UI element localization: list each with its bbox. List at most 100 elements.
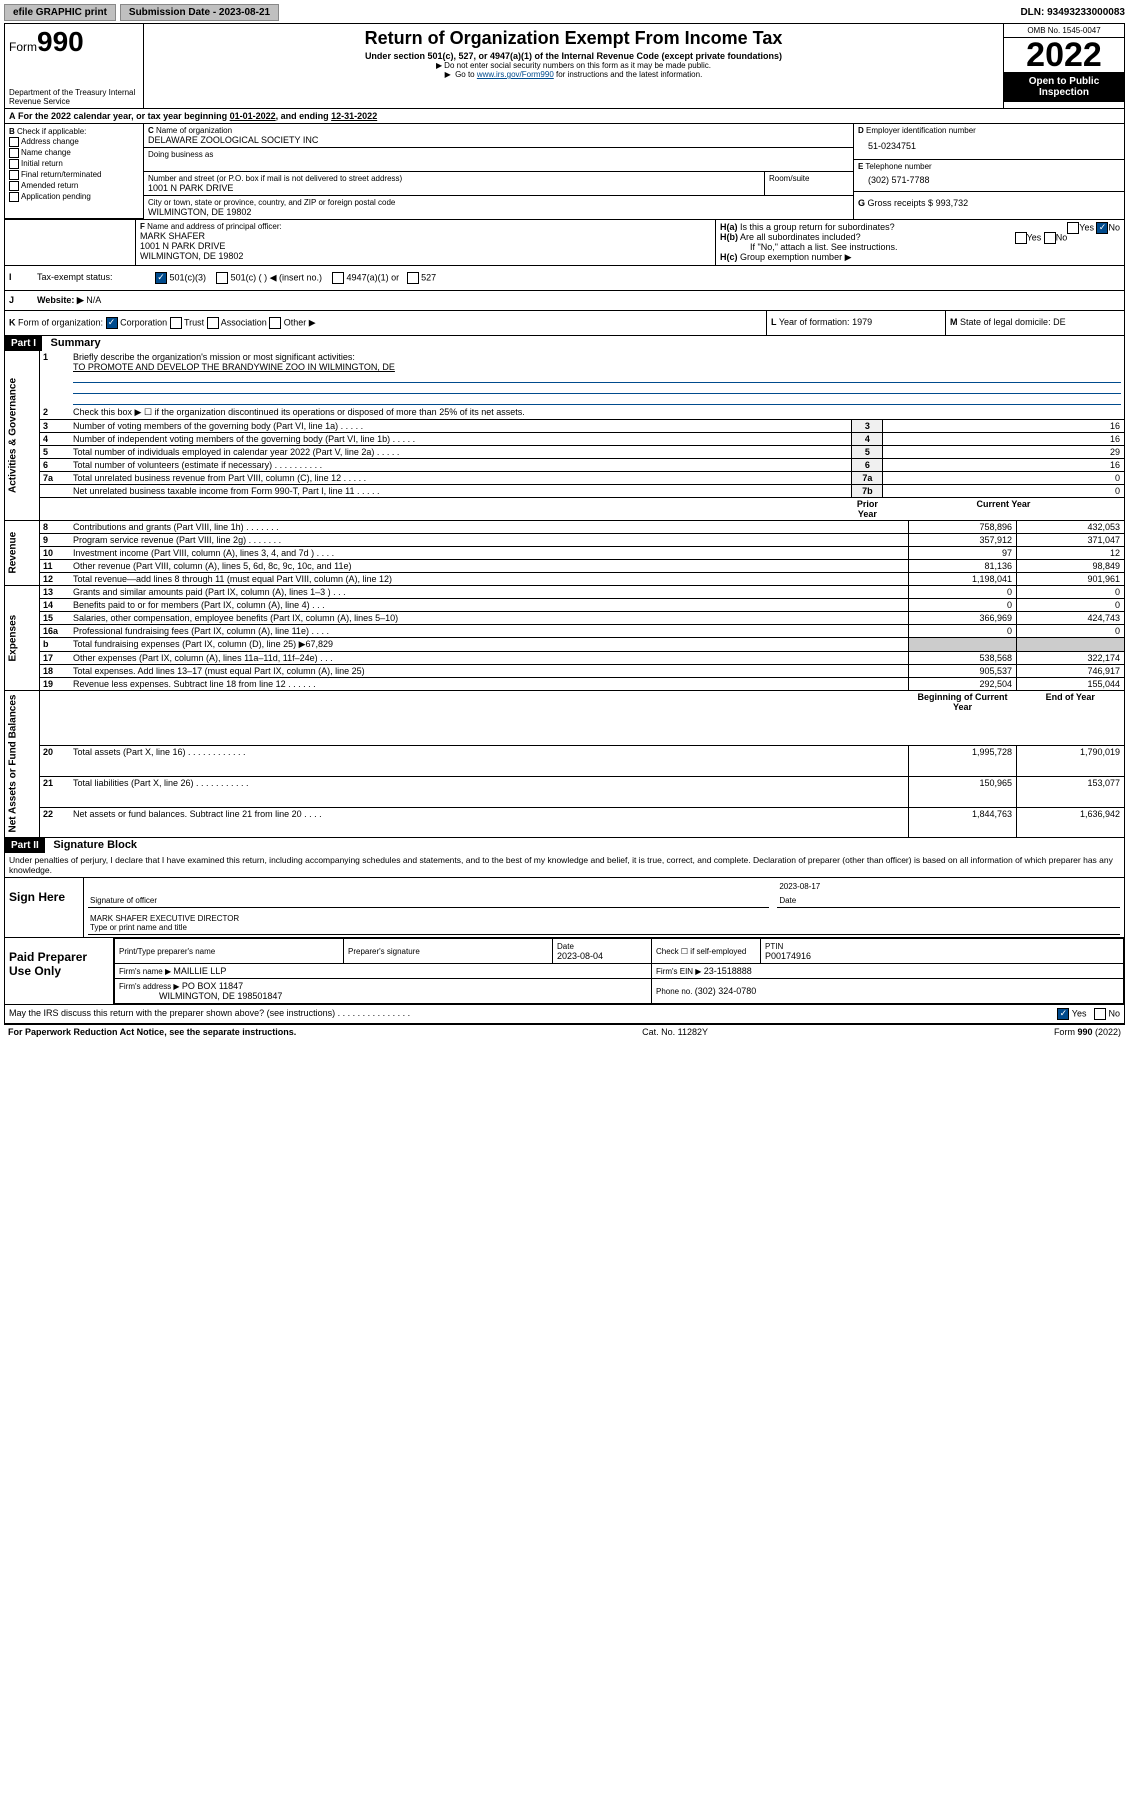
col-prior: Prior Year — [852, 498, 883, 521]
e13-p: 0 — [909, 586, 1017, 599]
e13-c: 0 — [1017, 586, 1125, 599]
e18-p: 905,537 — [909, 665, 1017, 678]
footer-formno: 990 — [1077, 1027, 1092, 1037]
prep-date-lbl: Date — [557, 942, 574, 951]
i-501c: 501(c) ( ) ◀ (insert no.) — [231, 272, 322, 282]
goto-post: for instructions and the latest informat… — [554, 70, 703, 79]
note-goto: Go to www.irs.gov/Form990 for instructio… — [150, 70, 997, 79]
sig-date: 2023-08-17 — [779, 882, 1118, 896]
r11-c: 98,849 — [1017, 560, 1125, 573]
subdate-val: 2023-08-21 — [219, 7, 270, 18]
e14-c: 0 — [1017, 599, 1125, 612]
i-label: Tax-exempt status: — [33, 266, 151, 290]
gross-receipts: 993,732 — [936, 198, 969, 208]
b-opt-0: Address change — [21, 137, 79, 146]
r9-c: 371,047 — [1017, 534, 1125, 547]
b-opt-1: Name change — [21, 148, 71, 157]
type-name-label: Type or print name and title — [90, 923, 187, 932]
g-label: Gross receipts $ — [868, 198, 936, 208]
col-end: End of Year — [1017, 691, 1125, 746]
street-addr: 1001 N PARK DRIVE — [148, 183, 760, 193]
ptin: P00174916 — [765, 951, 811, 961]
org-name: DELAWARE ZOOLOGICAL SOCIETY INC — [148, 135, 849, 145]
paperwork-notice: For Paperwork Reduction Act Notice, see … — [8, 1027, 296, 1037]
a-mid: , and ending — [276, 111, 332, 121]
l3-n: 3 — [852, 420, 883, 433]
telephone: (302) 571-7788 — [858, 171, 1120, 189]
ha-no: No — [1108, 222, 1120, 232]
l6-t: Total number of volunteers (estimate if … — [70, 459, 852, 472]
k-label: Form of organization: — [18, 317, 103, 327]
line-j: J Website: ▶ N/A — [5, 291, 1124, 311]
l5-n: 5 — [852, 446, 883, 459]
e16a-p: 0 — [909, 625, 1017, 638]
l3-t: Number of voting members of the governin… — [70, 420, 852, 433]
q1-answer: TO PROMOTE AND DEVELOP THE BRANDYWINE ZO… — [73, 362, 395, 372]
phone-lbl: Phone no. — [656, 987, 695, 996]
b-opt-4: Amended return — [21, 181, 78, 190]
l7b-v: 0 — [883, 485, 1124, 498]
part1-title: Summary — [45, 335, 107, 351]
part1: Part I Summary — [5, 336, 1124, 351]
dln-val: 93493233000083 — [1047, 7, 1125, 18]
perjury-decl: Under penalties of perjury, I declare th… — [5, 853, 1124, 877]
e19-p: 292,504 — [909, 678, 1017, 691]
side-rev: Revenue — [5, 521, 40, 586]
b-opt-3: Final return/terminated — [21, 170, 101, 179]
header-mid: Return of Organization Exempt From Incom… — [144, 24, 1003, 108]
e19-c: 155,044 — [1017, 678, 1125, 691]
irs-link[interactable]: www.irs.gov/Form990 — [477, 70, 554, 79]
firm-ein-lbl: Firm's EIN ▶ — [656, 967, 704, 976]
efile-btn[interactable]: efile GRAPHIC print — [4, 4, 116, 21]
officer-name: MARK SHAFER — [140, 231, 711, 241]
subdate-btn[interactable]: Submission Date - 2023-08-21 — [120, 4, 279, 21]
l7b-t: Net unrelated business taxable income fr… — [70, 485, 852, 498]
may-irs-q: May the IRS discuss this return with the… — [9, 1008, 1057, 1020]
domicile: DE — [1053, 317, 1066, 327]
form-990: Form990 Department of the Treasury Inter… — [4, 23, 1125, 1024]
l7a-t: Total unrelated business revenue from Pa… — [70, 472, 852, 485]
summary-table: Activities & Governance 1 Briefly descri… — [5, 351, 1124, 520]
form-prefix: Form — [9, 40, 37, 54]
dln: DLN: 93493233000083 — [1020, 7, 1125, 18]
sign-here-label: Sign Here — [5, 878, 84, 937]
e-label: Telephone number — [865, 162, 931, 171]
tax-year: 2022 — [1004, 38, 1124, 72]
form-no: 990 — [37, 26, 84, 57]
e15-p: 366,969 — [909, 612, 1017, 625]
col-begin: Beginning of Current Year — [909, 691, 1017, 746]
n20-c: 1,790,019 — [1017, 745, 1125, 776]
l7a-n: 7a — [852, 472, 883, 485]
e18-c: 746,917 — [1017, 665, 1125, 678]
k-other: Other ▶ — [284, 317, 316, 327]
part2: Part II Signature Block — [5, 837, 1124, 853]
line-klm: K Form of organization: Corporation Trus… — [5, 311, 1124, 336]
hb-no: No — [1056, 232, 1068, 242]
may-yes: Yes — [1072, 1008, 1087, 1018]
i-527: 527 — [421, 272, 436, 282]
e14-t: Benefits paid to or for members (Part IX… — [70, 599, 909, 612]
r8-t: Contributions and grants (Part VIII, lin… — [70, 521, 909, 534]
e17-t: Other expenses (Part IX, column (A), lin… — [70, 652, 909, 665]
col-b: B Check if applicable: Address change Na… — [5, 124, 144, 219]
n22-c: 1,636,942 — [1017, 807, 1125, 837]
firm-name-lbl: Firm's name ▶ — [119, 967, 173, 976]
a-text: For the 2022 calendar year, or tax year … — [18, 111, 230, 121]
sig-block: Under penalties of perjury, I declare th… — [5, 853, 1124, 1023]
ha-yes: Yes — [1079, 222, 1094, 232]
n20-t: Total assets (Part X, line 16) . . . . .… — [70, 745, 909, 776]
l4-v: 16 — [883, 433, 1124, 446]
firm-name: MAILLIE LLP — [173, 966, 226, 976]
e15-c: 424,743 — [1017, 612, 1125, 625]
sig-officer-label: Signature of officer — [90, 896, 157, 905]
b-label: Check if applicable: — [17, 127, 86, 136]
revenue-table: Revenue 8Contributions and grants (Part … — [5, 520, 1124, 585]
note-ssn: Do not enter social security numbers on … — [150, 61, 997, 70]
self-employed: Check ☐ if self-employed — [652, 939, 761, 964]
col-c: C Name of organization DELAWARE ZOOLOGIC… — [144, 124, 853, 219]
r8-p: 758,896 — [909, 521, 1017, 534]
firm-phone: (302) 324-0780 — [695, 986, 757, 996]
ha-q: Is this a group return for subordinates? — [740, 222, 895, 232]
section-bcdeg: B Check if applicable: Address change Na… — [5, 124, 1124, 219]
e17-p: 538,568 — [909, 652, 1017, 665]
